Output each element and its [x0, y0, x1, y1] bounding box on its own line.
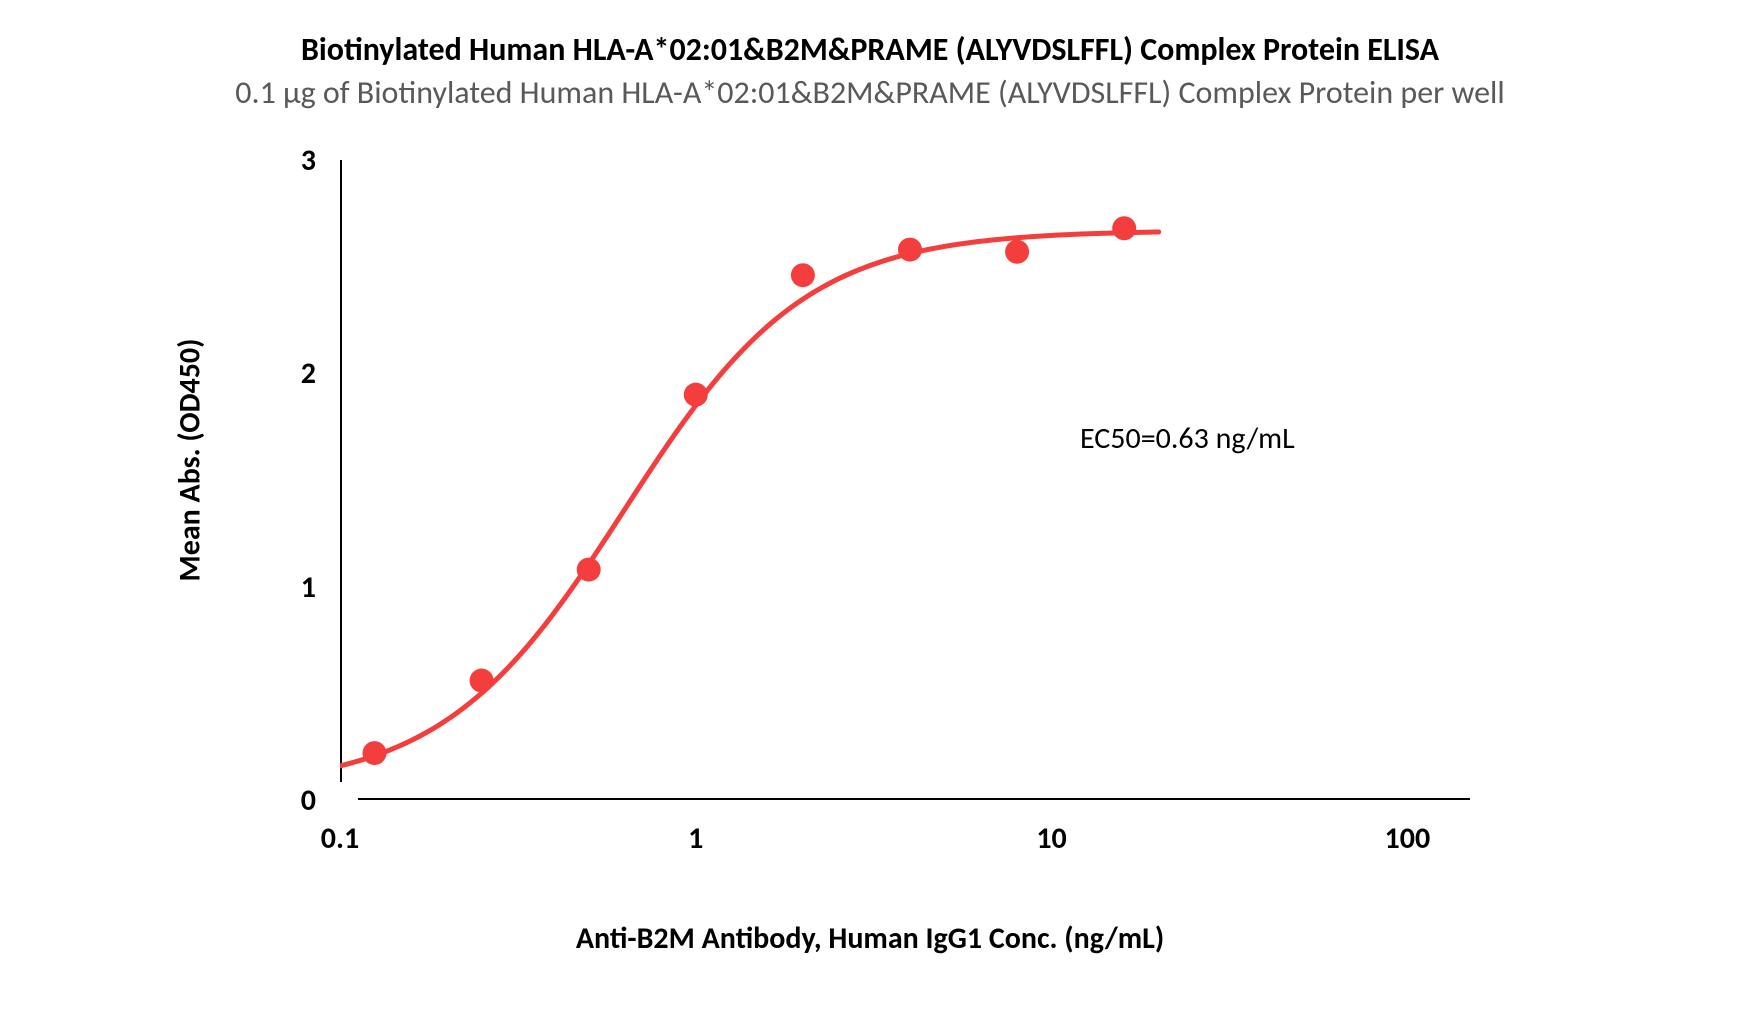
chart-title-sub: 0.1 μg of Biotinylated Human HLA-A*02:01…: [0, 73, 1740, 112]
chart-container: Biotinylated Human HLA-A*02:01&B2M&PRAME…: [0, 0, 1740, 1032]
plot-area: [340, 160, 1470, 800]
x-axis-label: Anti-B2M Antibody, Human IgG1 Conc. (ng/…: [576, 920, 1164, 957]
y-tick-label: 1: [286, 569, 316, 606]
title-block: Biotinylated Human HLA-A*02:01&B2M&PRAME…: [0, 30, 1740, 112]
ec50-annotation: EC50=0.63 ng/mL: [1080, 420, 1295, 457]
x-tick-label: 0.1: [321, 820, 359, 857]
plot-svg: [340, 160, 1470, 800]
x-tick-label: 1: [688, 820, 703, 857]
y-tick-label: 2: [286, 355, 316, 392]
chart-title-main: Biotinylated Human HLA-A*02:01&B2M&PRAME…: [0, 30, 1740, 69]
x-tick-label: 100: [1385, 820, 1431, 857]
y-axis-label: Mean Abs. (OD450): [172, 339, 209, 582]
y-tick-label: 0: [286, 782, 316, 819]
x-tick-label: 10: [1036, 820, 1066, 857]
y-tick-label: 3: [286, 142, 316, 179]
